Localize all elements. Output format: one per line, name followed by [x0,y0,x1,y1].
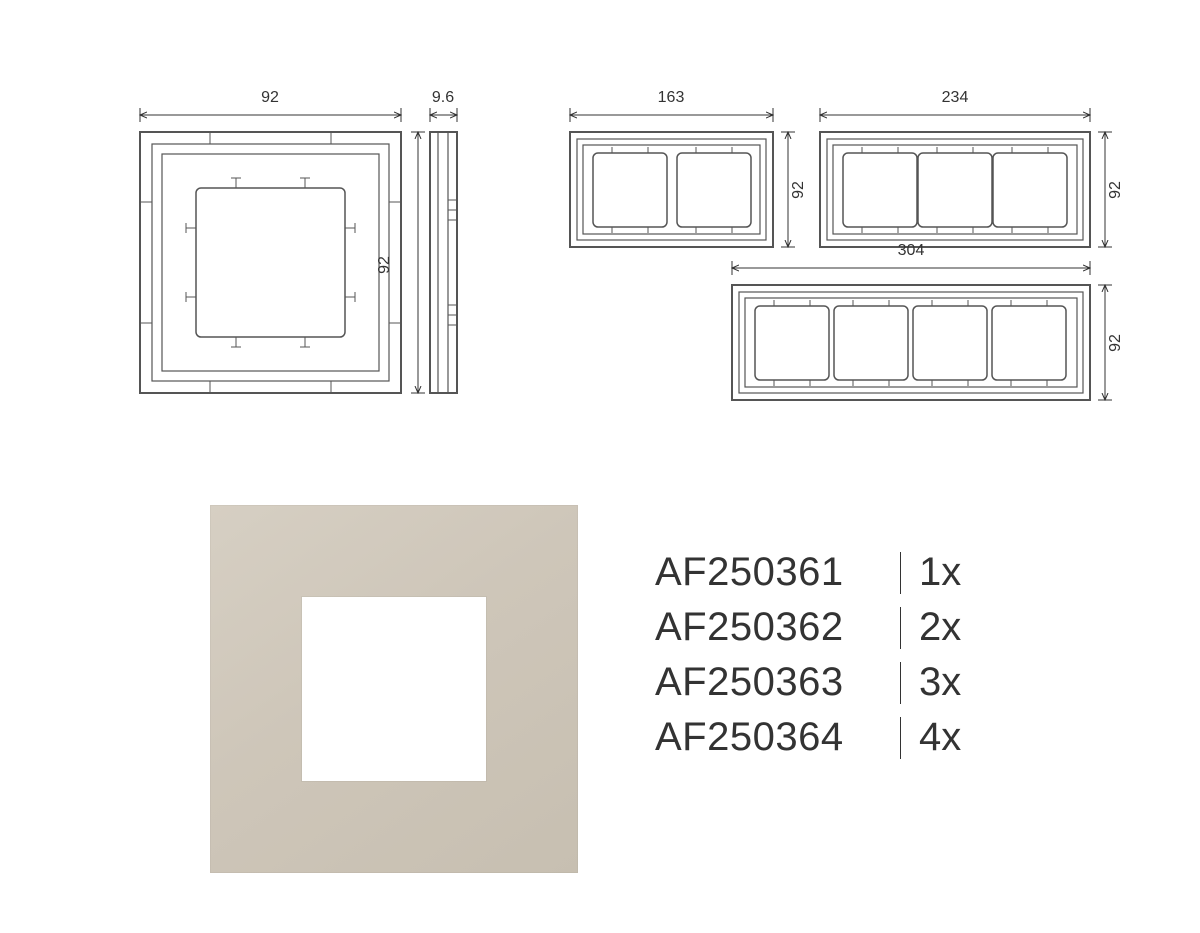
divider [900,662,901,704]
product-row: AF250363 3x [655,655,961,710]
drawing-double: 163 92 [570,89,807,247]
product-code: AF250363 [655,660,900,705]
product-qty: 4x [919,715,961,760]
product-render-frame [210,505,578,873]
product-row: AF250362 2x [655,600,961,655]
drawing-single-front: 92 [140,89,425,393]
dim-triple-height: 92 [1107,181,1124,199]
product-code-table: AF250361 1x AF250362 2x AF250363 3x AF25… [655,545,961,765]
drawing-single-side: 9.6 [430,89,457,393]
dim-triple-width: 234 [942,89,969,106]
product-qty: 3x [919,660,961,705]
divider [900,552,901,594]
dim-double-height: 92 [790,181,807,199]
dim-double-width: 163 [658,89,685,106]
dim-single-height: 92 [376,256,393,274]
technical-drawings: 92 [0,0,1200,440]
product-code: AF250361 [655,550,900,595]
product-qty: 2x [919,605,961,650]
product-row: AF250361 1x [655,545,961,600]
product-row: AF250364 4x [655,710,961,765]
divider [900,717,901,759]
dim-quad-height: 92 [1107,334,1124,352]
product-qty: 1x [919,550,961,595]
product-render-cutout [302,597,486,781]
product-code: AF250364 [655,715,900,760]
product-code: AF250362 [655,605,900,650]
dim-quad-width: 304 [898,242,925,259]
drawing-triple: 234 92 [820,89,1124,247]
dim-single-width: 92 [261,89,279,106]
drawing-quad: 304 92 [732,242,1124,400]
divider [900,607,901,649]
dim-single-depth: 9.6 [432,89,454,106]
